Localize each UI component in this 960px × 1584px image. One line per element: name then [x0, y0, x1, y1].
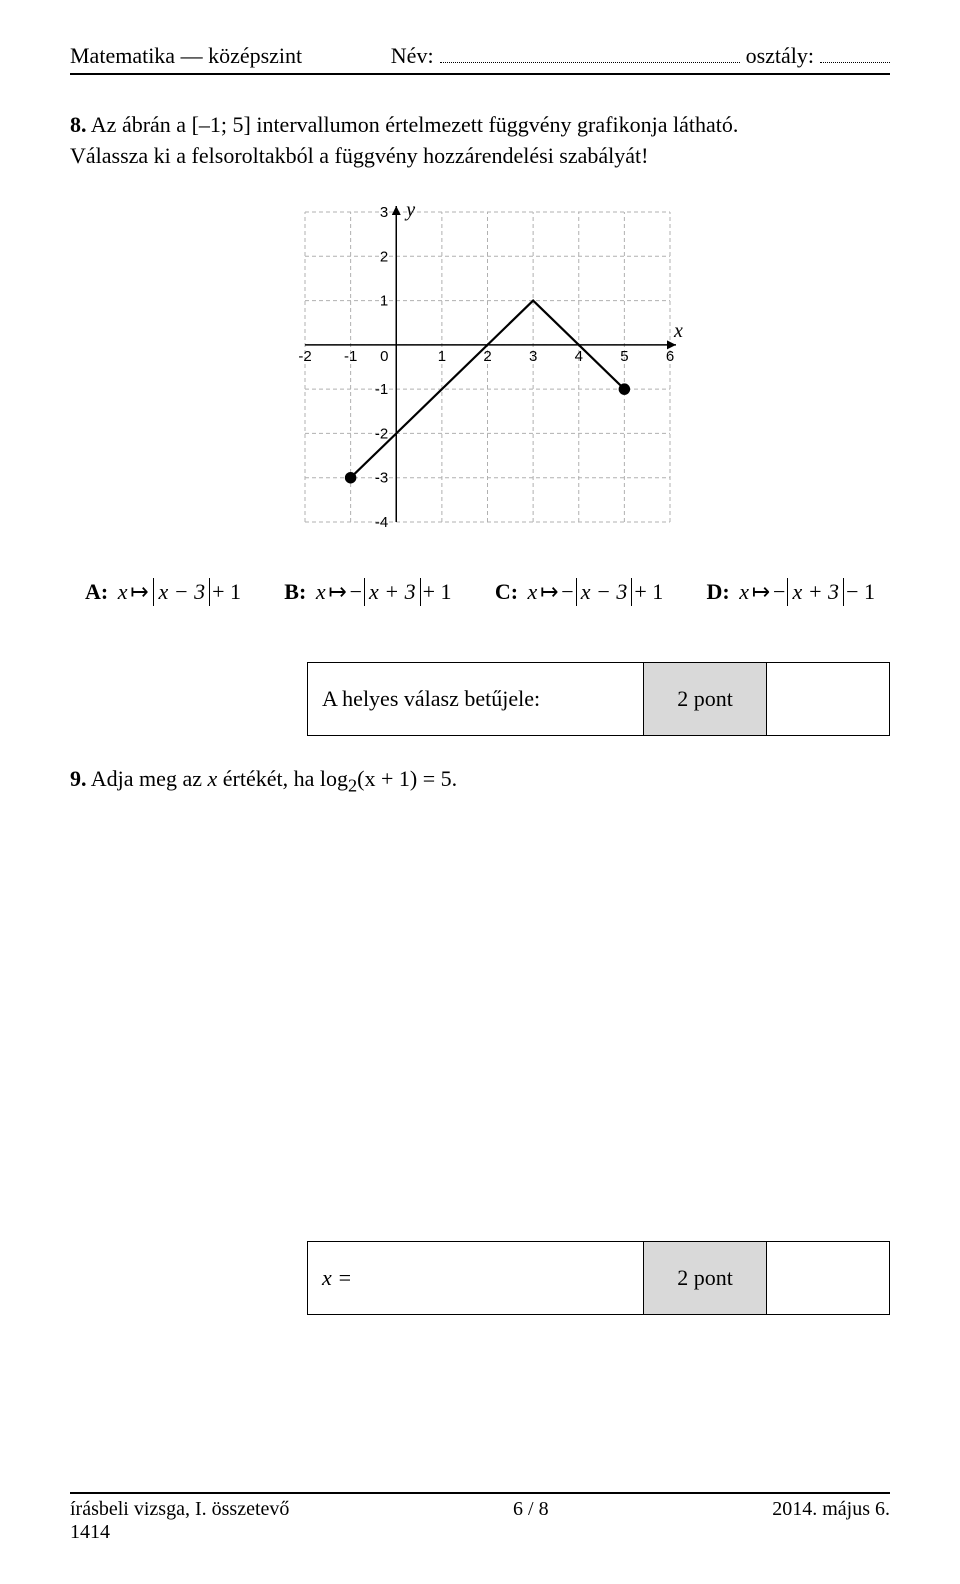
q9-answer-points: 2 pont: [644, 1242, 767, 1315]
q8-answer-table: A helyes válasz betűjele: 2 pont: [307, 662, 890, 736]
footer-right: 2014. május 6.: [772, 1498, 890, 1521]
q9-logbase: 2: [348, 776, 357, 796]
svg-text:3: 3: [380, 204, 388, 221]
page-header: Matematika — középszint Név: osztály:: [70, 40, 890, 69]
svg-text:-1: -1: [344, 347, 357, 364]
q9-answer-table: x = 2 pont: [307, 1241, 890, 1315]
q9-logarg: (x + 1): [357, 766, 417, 791]
option-A: A: x↦ x − 3 + 1: [85, 577, 241, 608]
option-C: C: x↦ −x − 3 + 1: [495, 577, 663, 608]
name-class-fields: Név: osztály:: [391, 40, 890, 69]
q9-number: 9.: [70, 766, 87, 791]
svg-text:0: 0: [380, 347, 388, 364]
question-8: 8. Az ábrán a [–1; 5] intervallumon érte…: [70, 110, 890, 736]
svg-text:5: 5: [620, 347, 628, 364]
option-B: B: x↦ −x + 3 + 1: [284, 577, 451, 608]
svg-text:1: 1: [380, 292, 388, 309]
svg-text:y: y: [404, 199, 415, 221]
footer-center: 6 / 8: [513, 1498, 549, 1521]
svg-text:2: 2: [380, 248, 388, 265]
svg-text:x: x: [673, 319, 683, 341]
question-9: 9. Adja meg az x értékét, ha log2(x + 1)…: [70, 764, 890, 1315]
q8-line2: Válassza ki a felsoroltakból a függvény …: [70, 143, 648, 168]
page-footer: írásbeli vizsga, I. összetevő 6 / 8 2014…: [70, 1488, 890, 1544]
svg-text:-2: -2: [375, 425, 388, 442]
svg-text:4: 4: [575, 347, 583, 364]
q9-var: x: [207, 766, 217, 791]
svg-text:-2: -2: [298, 347, 311, 364]
q9-mid: értékét, ha: [217, 766, 320, 791]
q8-graph: -2 -1 0 1 2 3 4 5 6 -4 -3 -2 -1 1 2 3 x y: [70, 197, 890, 547]
q8-answer-points: 2 pont: [644, 663, 767, 736]
q8-text: 8. Az ábrán a [–1; 5] intervallumon érte…: [70, 110, 890, 172]
q8-answer-blank: [767, 663, 890, 736]
q8-options: A: x↦ x − 3 + 1 B: x↦ −x + 3 + 1 C: x↦ −…: [70, 577, 890, 608]
svg-text:3: 3: [529, 347, 537, 364]
q8-number: 8.: [70, 112, 87, 137]
q9-answer-label: x =: [308, 1242, 644, 1315]
header-rule: [70, 73, 890, 75]
svg-text:-1: -1: [375, 381, 388, 398]
svg-text:6: 6: [666, 347, 674, 364]
option-D: D: x↦ −x + 3 − 1: [707, 577, 875, 608]
footer-left: írásbeli vizsga, I. összetevő: [70, 1498, 289, 1521]
q9-prefix: Adja meg az: [91, 766, 208, 791]
subject-label: Matematika — középszint: [70, 43, 302, 69]
svg-text:-4: -4: [375, 514, 388, 531]
q8-answer-label: A helyes válasz betűjele:: [308, 663, 644, 736]
footer-rule: [70, 1492, 890, 1494]
footer-left-sub: 1414: [70, 1521, 890, 1544]
svg-text:-3: -3: [375, 469, 388, 486]
svg-text:1: 1: [438, 347, 446, 364]
class-label: osztály:: [746, 43, 814, 69]
q9-answer-blank: [767, 1242, 890, 1315]
svg-text:2: 2: [483, 347, 491, 364]
q9-text: 9. Adja meg az x értékét, ha log2(x + 1)…: [70, 764, 890, 799]
function-graph-svg: -2 -1 0 1 2 3 4 5 6 -4 -3 -2 -1 1 2 3 x y: [270, 197, 690, 547]
name-field-line: [440, 40, 740, 63]
class-field-line: [820, 40, 890, 63]
q8-line1: Az ábrán a [–1; 5] intervallumon értelme…: [91, 112, 739, 137]
name-label: Név:: [391, 43, 434, 69]
q9-rhs: = 5: [417, 766, 451, 791]
